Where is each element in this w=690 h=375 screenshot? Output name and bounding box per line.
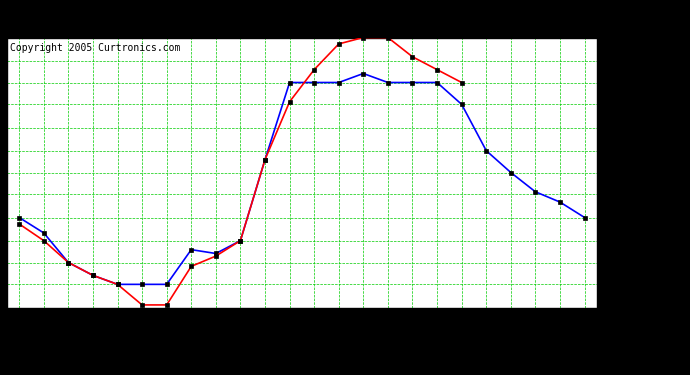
Text: Outside Temperature (vs)  Heat Index (Last 24 Hours) Tue Sep 13 00:00: Outside Temperature (vs) Heat Index (Las…	[30, 13, 660, 28]
Text: Copyright 2005 Curtronics.com: Copyright 2005 Curtronics.com	[10, 43, 180, 53]
